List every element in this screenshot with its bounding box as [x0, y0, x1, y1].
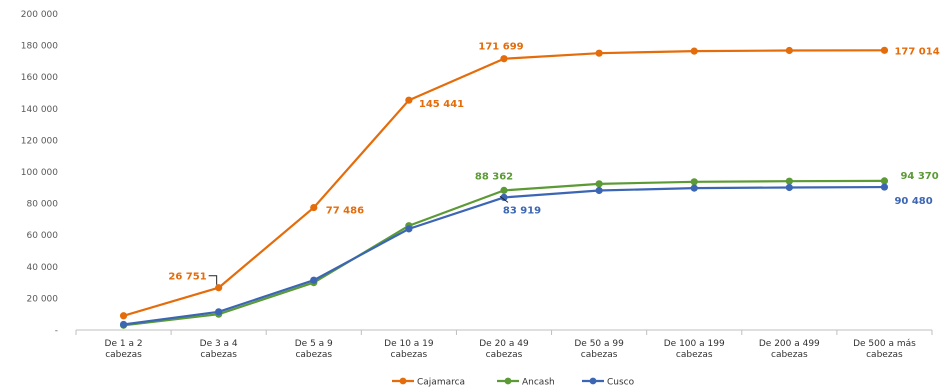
data-point-cajamarca — [785, 46, 793, 55]
x-tick-label: De 10 a 19 — [384, 339, 434, 349]
y-tick-label: 180 000 — [21, 42, 58, 52]
data-label-cajamarca: 171 699 — [478, 42, 523, 53]
legend-swatch-marker — [504, 377, 512, 385]
data-point-ancash — [880, 177, 889, 185]
x-tick-label: De 500 a más — [853, 339, 916, 349]
data-point-cusco — [595, 186, 603, 195]
x-tick-label: cabezas — [200, 350, 237, 360]
y-tick-label: 20 000 — [27, 294, 59, 304]
data-point-cajamarca — [215, 284, 223, 292]
data-point-cajamarca — [500, 55, 508, 63]
x-tick-label: De 3 a 4 — [200, 339, 238, 349]
x-tick-label: De 200 a 499 — [759, 339, 820, 349]
series-line-cajamarca — [123, 49, 885, 317]
x-tick-label: De 20 a 49 — [479, 339, 529, 349]
data-point-ancash — [500, 186, 508, 194]
series-line-ancash — [123, 179, 885, 327]
leader-line — [499, 196, 509, 203]
data-label-ancash: 88 362 — [475, 171, 513, 182]
leader-line — [208, 275, 218, 285]
data-label-cajamarca: 177 014 — [894, 46, 939, 57]
y-tick-label: 60 000 — [27, 231, 59, 241]
data-point-cusco — [880, 183, 889, 191]
y-tick-label: 160 000 — [21, 73, 58, 83]
series-layer — [119, 46, 889, 329]
y-tick-label: 140 000 — [21, 105, 58, 115]
y-tick-label: 100 000 — [21, 168, 58, 178]
legend-label: Ancash — [522, 378, 555, 388]
legend-swatch-marker — [399, 377, 407, 385]
data-point-ancash — [785, 177, 793, 185]
x-tick-label: cabezas — [391, 350, 428, 360]
x-tick-label: De 5 a 9 — [295, 339, 333, 349]
data-point-cusco — [785, 183, 793, 192]
x-tick-label: cabezas — [486, 350, 523, 360]
data-point-ancash — [690, 178, 698, 186]
data-label-cajamarca: 26 751 — [168, 272, 206, 283]
data-label-cajamarca: 145 441 — [419, 99, 464, 110]
x-tick-label: cabezas — [581, 350, 618, 360]
data-point-cusco — [405, 225, 413, 233]
legend: Cajamarca Ancash Cusco — [392, 378, 635, 388]
data-point-cajamarca — [119, 312, 128, 320]
data-point-cusco — [500, 193, 508, 202]
data-point-cajamarca — [405, 96, 413, 104]
y-tick-label: 200 000 — [21, 10, 58, 20]
x-tick-label: cabezas — [866, 350, 903, 360]
data-point-cajamarca — [595, 49, 603, 57]
legend-item-cajamarca: Cajamarca — [392, 378, 465, 388]
data-label-cusco: 90 480 — [894, 196, 932, 207]
data-point-cusco — [690, 184, 698, 192]
x-tick-label: cabezas — [295, 350, 332, 360]
data-point-ancash — [595, 180, 603, 188]
legend-label: Cajamarca — [417, 378, 465, 388]
x-tick-label: De 100 a 199 — [664, 339, 725, 349]
legend-swatch-marker — [589, 377, 597, 385]
data-point-cajamarca — [310, 203, 318, 212]
legend-label: Cusco — [607, 378, 635, 388]
data-point-cajamarca — [880, 46, 889, 54]
data-label-cajamarca: 77 486 — [326, 206, 364, 217]
data-labels: 26 751 77 486 145 441 171 699 177 014 88 362 9… — [168, 42, 940, 285]
x-tick-label: cabezas — [676, 350, 713, 360]
legend-item-cusco: Cusco — [582, 378, 635, 388]
y-tick-label: 120 000 — [21, 136, 58, 146]
data-point-cusco — [215, 308, 223, 316]
data-point-cajamarca — [690, 47, 698, 55]
y-tick-label: - — [55, 326, 58, 336]
y-tick-label: 80 000 — [27, 200, 59, 210]
data-point-cusco — [119, 320, 128, 329]
y-axis: - 20 000 40 000 60 000 80 000 100 000 120 000 1… — [21, 10, 58, 336]
x-tick-label: De 1 a 2 — [105, 339, 143, 349]
x-tick-label: cabezas — [105, 350, 142, 360]
x-tick-label: cabezas — [771, 350, 808, 360]
legend-item-ancash: Ancash — [497, 378, 555, 388]
data-point-cusco — [310, 276, 318, 284]
x-tick-label: De 50 a 99 — [574, 339, 624, 349]
data-label-ancash: 94 370 — [900, 171, 938, 182]
data-label-cusco: 83 919 — [503, 205, 541, 216]
y-tick-label: 40 000 — [27, 263, 59, 273]
